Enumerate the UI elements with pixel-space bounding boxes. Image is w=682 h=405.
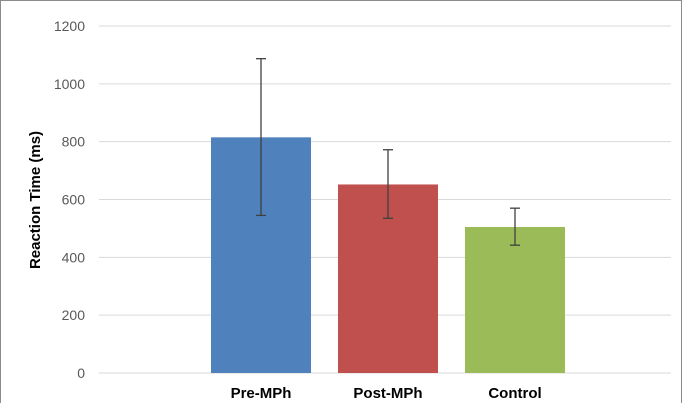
y-tick-label-400: 400	[62, 249, 86, 265]
y-tick-label-1000: 1000	[54, 76, 85, 92]
bar-control	[465, 226, 565, 373]
category-label-post-mph: Post-MPh	[353, 385, 422, 402]
category-labels: Pre-MPh Post-MPh Control	[231, 385, 542, 402]
y-tick-label-0: 0	[77, 365, 85, 381]
y-tick-label-1200: 1200	[54, 18, 85, 34]
category-label-control: Control	[488, 385, 541, 402]
y-axis-title: Reaction Time (ms)	[27, 131, 44, 269]
error-bars	[256, 58, 520, 246]
y-tick-label-200: 200	[62, 307, 86, 323]
y-tick-label-800: 800	[62, 134, 86, 150]
y-tick-label-600: 600	[62, 192, 86, 208]
category-label-pre-mph: Pre-MPh	[231, 385, 292, 402]
y-tick-labels: 0 200 400 600 800 1000 1200	[54, 18, 85, 381]
